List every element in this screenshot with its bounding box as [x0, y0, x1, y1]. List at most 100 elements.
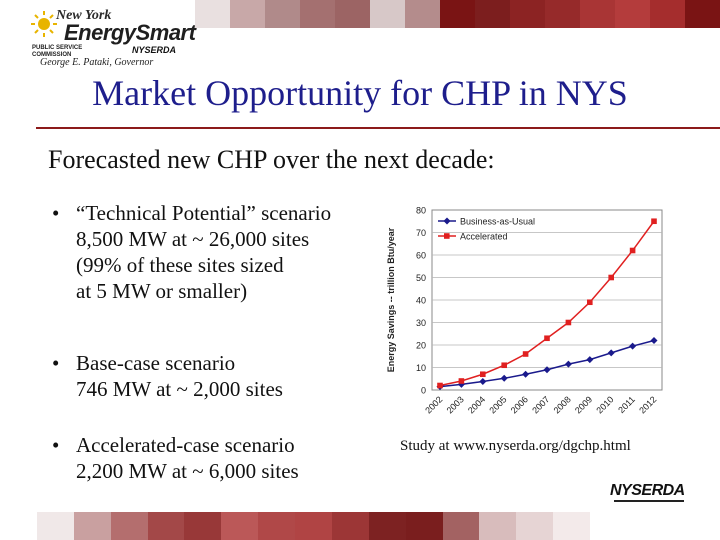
bullet-line: Accelerated-case scenario	[76, 433, 295, 457]
data-point	[650, 337, 658, 344]
legend-marker	[443, 217, 451, 225]
x-tick-label: 2008	[552, 394, 573, 415]
data-point	[607, 349, 615, 357]
bullet-line: 8,500 MW at ~ 26,000 sites	[76, 227, 310, 251]
logo-governor: George E. Pataki, Governor	[40, 57, 154, 68]
bullet-marker: •	[52, 201, 60, 225]
y-tick-label: 30	[416, 318, 426, 328]
x-tick-label: 2005	[487, 394, 508, 415]
top-bar-segment	[615, 0, 650, 28]
data-point	[565, 319, 572, 326]
y-tick-label: 70	[416, 228, 426, 238]
bullet-technical-potential: • “Technical Potential” scenario 8,500 MW…	[52, 200, 331, 304]
top-bar-segment	[440, 0, 475, 28]
title-divider	[36, 127, 720, 129]
logo-nyserda: NYSERDA	[132, 45, 177, 55]
data-point	[629, 342, 637, 350]
y-tick-label: 60	[416, 251, 426, 261]
data-point	[522, 370, 530, 378]
bottom-bar-segment	[368, 512, 406, 540]
top-bar-segment	[230, 0, 265, 28]
legend-label: Business-as-Usual	[460, 217, 535, 227]
bullet-base-case: • Base-case scenario 746 MW at ~ 2,000 si…	[52, 350, 283, 402]
top-bar-segment	[160, 0, 195, 28]
bottom-bar-segment	[184, 512, 222, 540]
bottom-bar-segment	[36, 512, 74, 540]
bottom-bar-segment	[331, 512, 369, 540]
top-bar-segment	[510, 0, 545, 28]
bottom-bar-segment	[295, 512, 332, 540]
bottom-bar-segment	[110, 512, 148, 540]
bullet-line: “Technical Potential” scenario	[76, 201, 332, 225]
bullet-line: 2,200 MW at ~ 6,000 sites	[76, 459, 299, 483]
data-point	[587, 299, 593, 306]
x-tick-label: 2011	[616, 394, 637, 415]
data-point	[564, 360, 572, 368]
slide-subtitle: Forecasted new CHP over the next decade:	[48, 145, 495, 174]
y-tick-label: 50	[416, 273, 426, 283]
data-point	[586, 356, 594, 364]
x-tick-label: 2007	[530, 394, 551, 415]
top-bar-segment	[650, 0, 685, 28]
top-bar-segment	[265, 0, 300, 28]
bullet-line: 746 MW at ~ 2,000 sites	[76, 377, 283, 401]
top-bar-segment	[580, 0, 615, 28]
bottom-bar-segment	[516, 512, 554, 540]
data-point	[500, 374, 508, 382]
data-point	[522, 351, 529, 357]
sun-icon	[31, 11, 57, 37]
nyserda-footer-logo: NYSERDA	[610, 482, 685, 499]
top-bar-segment	[300, 0, 335, 28]
bottom-bar-segment	[258, 512, 295, 540]
slide-title: Market Opportunity for CHP in NYS	[92, 73, 628, 113]
bottom-bar-segment	[405, 512, 443, 540]
bottom-bar-segment	[553, 512, 590, 540]
data-point	[501, 362, 507, 369]
study-caption: Study at www.nyserda.org/dgchp.html	[400, 438, 631, 454]
bottom-bar-segment	[221, 512, 259, 540]
top-color-bar	[160, 0, 720, 28]
energy-smart-logo: New York EnergySmart PUBLIC SERVICE COMM…	[30, 8, 202, 70]
y-axis-label: Energy Savings -- trillion Btu/year	[386, 227, 396, 372]
data-point	[629, 247, 636, 254]
bullet-line: (99% of these sites sized	[76, 253, 284, 277]
data-point	[480, 371, 486, 378]
x-tick-label: 2010	[594, 394, 615, 415]
x-tick-label: 2012	[637, 394, 658, 415]
data-point	[608, 274, 614, 281]
bullet-marker: •	[52, 351, 60, 375]
legend-label: Accelerated	[460, 232, 508, 242]
y-tick-label: 0	[421, 386, 426, 396]
bottom-bar-segment	[0, 512, 37, 540]
bullet-marker: •	[52, 433, 60, 457]
legend-marker	[444, 233, 450, 239]
data-point	[458, 378, 465, 384]
bullet-accelerated-case: • Accelerated-case scenario 2,200 MW at ~…	[52, 432, 299, 484]
top-bar-segment	[475, 0, 510, 28]
bottom-color-bar	[0, 512, 590, 540]
top-bar-segment	[405, 0, 440, 28]
x-tick-label: 2009	[573, 394, 594, 415]
top-bar-segment	[370, 0, 405, 28]
y-tick-label: 20	[416, 341, 426, 351]
bottom-bar-segment	[147, 512, 185, 540]
logo-new-york: New York	[56, 8, 112, 23]
x-tick-label: 2003	[445, 394, 466, 415]
data-point	[437, 382, 443, 389]
y-tick-label: 80	[416, 206, 426, 216]
top-bar-segment	[335, 0, 370, 28]
y-tick-label: 40	[416, 296, 426, 306]
nyserda-logo-underline	[614, 500, 684, 502]
data-point	[651, 218, 657, 225]
bullet-line: at 5 MW or smaller)	[76, 279, 248, 303]
y-tick-label: 10	[416, 363, 426, 373]
top-bar-segment	[195, 0, 230, 28]
logo-psc: PUBLIC SERVICE COMMISSION	[32, 45, 83, 58]
top-bar-segment	[685, 0, 720, 28]
bullet-line: Base-case scenario	[76, 351, 236, 375]
x-tick-label: 2002	[423, 394, 444, 415]
data-point	[544, 335, 550, 342]
bottom-bar-segment	[442, 512, 480, 540]
logo-energy-smart: EnergySmart	[64, 20, 196, 45]
